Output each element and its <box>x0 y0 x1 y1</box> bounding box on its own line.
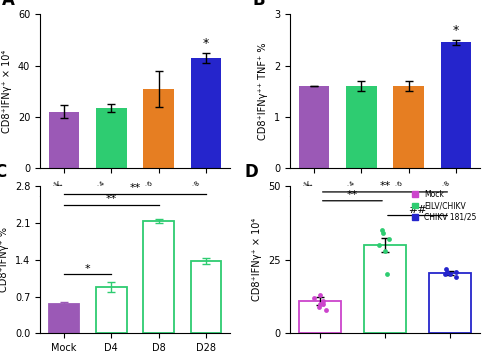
Text: **: ** <box>347 190 358 200</box>
Y-axis label: CD8⁺IFNγ⁺ × 10⁴: CD8⁺IFNγ⁺ × 10⁴ <box>2 49 12 133</box>
Point <box>384 272 392 277</box>
Text: **: ** <box>106 194 117 204</box>
Bar <box>96 287 126 333</box>
Bar <box>298 301 341 333</box>
Text: C: C <box>0 163 6 181</box>
Point <box>376 242 384 248</box>
Point <box>315 304 323 310</box>
Point <box>381 248 389 254</box>
Text: *: * <box>203 37 209 50</box>
Point <box>320 301 328 307</box>
Bar <box>440 42 472 168</box>
Bar <box>144 221 174 333</box>
Bar <box>190 261 222 333</box>
Bar <box>364 245 406 333</box>
Text: *: * <box>453 24 459 37</box>
Text: D: D <box>244 163 258 181</box>
Text: **: ** <box>130 184 140 193</box>
Bar <box>394 86 424 168</box>
Bar <box>144 89 174 168</box>
Text: B: B <box>252 0 264 9</box>
Bar <box>96 108 126 168</box>
Point <box>316 292 324 298</box>
Bar <box>48 304 80 333</box>
Text: *: * <box>85 264 90 274</box>
Point <box>310 295 318 301</box>
Text: A: A <box>2 0 15 9</box>
Point <box>452 274 460 280</box>
Y-axis label: CD8⁺IFNγ⁺ %: CD8⁺IFNγ⁺ % <box>0 227 10 292</box>
Bar <box>48 112 80 168</box>
Y-axis label: CD8⁺IFNγ⁺ × 10⁴: CD8⁺IFNγ⁺ × 10⁴ <box>252 218 262 302</box>
Point <box>322 307 330 313</box>
Bar <box>346 86 376 168</box>
Y-axis label: CD8⁺IFNγ⁺⁺ TNF⁺ %: CD8⁺IFNγ⁺⁺ TNF⁺ % <box>258 42 268 140</box>
Text: ##: ## <box>408 205 427 214</box>
Point <box>452 269 460 274</box>
Point <box>440 272 448 277</box>
Point <box>442 266 450 271</box>
Point <box>385 236 393 242</box>
Point <box>378 227 386 233</box>
Point <box>316 301 324 307</box>
Bar <box>429 273 472 333</box>
Point <box>318 298 326 304</box>
Bar <box>298 86 330 168</box>
Point <box>380 230 388 236</box>
Point <box>444 269 452 274</box>
Bar <box>190 58 222 168</box>
Point <box>446 272 454 277</box>
Text: **: ** <box>380 181 390 191</box>
Legend: Mock, EILV/CHIKV, CHIKV 181/25: Mock, EILV/CHIKV, CHIKV 181/25 <box>412 190 476 221</box>
